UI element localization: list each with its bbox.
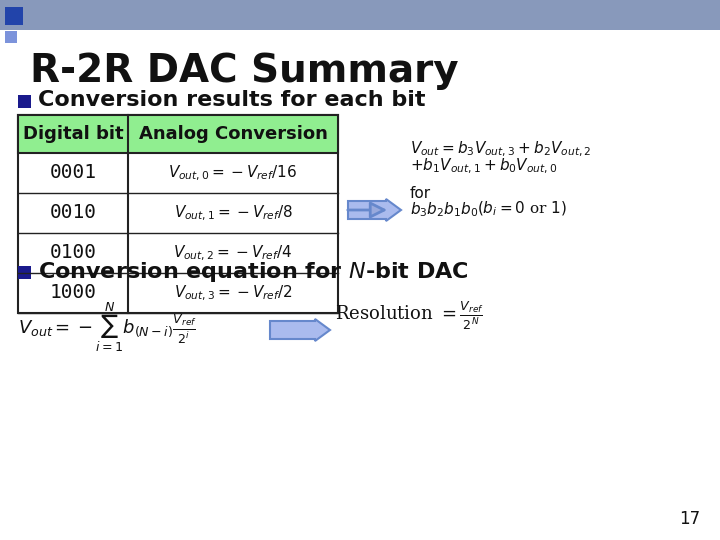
Text: Digital bit: Digital bit xyxy=(23,125,123,143)
Text: Conversion results for each bit: Conversion results for each bit xyxy=(38,90,426,110)
FancyBboxPatch shape xyxy=(18,95,31,108)
Text: $(b_i = 0$ or $1)$: $(b_i = 0$ or $1)$ xyxy=(477,200,567,218)
FancyArrow shape xyxy=(348,199,401,221)
FancyBboxPatch shape xyxy=(0,0,720,30)
Text: 0100: 0100 xyxy=(50,244,96,262)
Text: 0010: 0010 xyxy=(50,204,96,222)
Text: $b_3 b_2 b_1 b_0$: $b_3 b_2 b_1 b_0$ xyxy=(410,200,479,219)
Text: $V_{out,0}=-V_{ref}/16$: $V_{out,0}=-V_{ref}/16$ xyxy=(168,163,297,183)
FancyArrow shape xyxy=(270,319,330,341)
FancyBboxPatch shape xyxy=(18,115,338,153)
Text: $V_{out} = b_3 V_{out,3} + b_2 V_{out,2}$: $V_{out} = b_3 V_{out,3} + b_2 V_{out,2}… xyxy=(410,140,591,159)
Text: Resolution $= \frac{V_{ref}}{2^N}$: Resolution $= \frac{V_{ref}}{2^N}$ xyxy=(335,300,484,332)
FancyBboxPatch shape xyxy=(5,31,17,43)
FancyBboxPatch shape xyxy=(18,266,31,279)
Text: 0001: 0001 xyxy=(50,164,96,183)
Text: Analog Conversion: Analog Conversion xyxy=(138,125,328,143)
Text: $V_{out} = -\sum_{i=1}^{N} b_{(N-i)} \frac{V_{ref}}{2^i}$: $V_{out} = -\sum_{i=1}^{N} b_{(N-i)} \fr… xyxy=(18,300,197,354)
Text: $V_{out,2}=-V_{ref}/4$: $V_{out,2}=-V_{ref}/4$ xyxy=(174,244,293,262)
FancyBboxPatch shape xyxy=(5,7,23,25)
Text: 1000: 1000 xyxy=(50,284,96,302)
Text: 17: 17 xyxy=(679,510,700,528)
Text: $V_{out,3}=-V_{ref}/2$: $V_{out,3}=-V_{ref}/2$ xyxy=(174,284,292,302)
FancyBboxPatch shape xyxy=(18,115,338,313)
Text: for: for xyxy=(410,186,431,201)
Text: R-2R DAC Summary: R-2R DAC Summary xyxy=(30,52,459,90)
Text: $V_{out,1}=-V_{ref}/8$: $V_{out,1}=-V_{ref}/8$ xyxy=(174,204,292,222)
Text: $+ b_1 V_{out,1} + b_0 V_{out,0}$: $+ b_1 V_{out,1} + b_0 V_{out,0}$ xyxy=(410,157,557,176)
Text: Conversion equation for $\it{N}$-bit DAC: Conversion equation for $\it{N}$-bit DAC xyxy=(38,260,469,284)
